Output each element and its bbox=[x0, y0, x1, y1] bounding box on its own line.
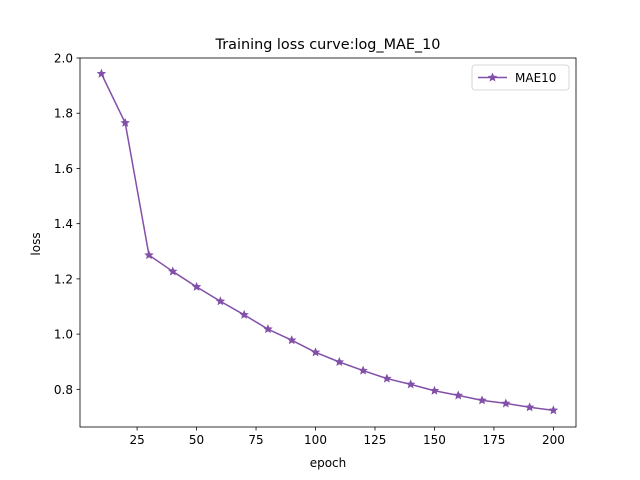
data-point bbox=[191, 281, 202, 291]
data-point bbox=[524, 402, 535, 412]
data-point bbox=[120, 117, 130, 127]
y-tick-label: 1.8 bbox=[54, 107, 73, 121]
data-point bbox=[310, 347, 321, 357]
chart-title: Training loss curve:log_MAE_10 bbox=[215, 37, 441, 53]
y-tick-label: 0.8 bbox=[54, 383, 73, 397]
data-point bbox=[501, 398, 511, 408]
x-tick-label: 200 bbox=[542, 433, 565, 447]
data-point bbox=[358, 365, 368, 375]
data-point bbox=[239, 309, 249, 319]
data-point bbox=[96, 68, 107, 78]
plot-area: 25 50 75 100 125 150 175 200 0.8 1.0 1.2 1.4 1.6 1.8 2… bbox=[54, 52, 577, 447]
data-point bbox=[215, 296, 226, 306]
data-point bbox=[429, 385, 440, 395]
data-point bbox=[453, 390, 463, 400]
data-point bbox=[286, 335, 297, 345]
data-point bbox=[382, 373, 392, 383]
x-axis-label: epoch bbox=[310, 456, 347, 470]
data-point bbox=[144, 250, 154, 260]
x-tick-label: 125 bbox=[364, 433, 387, 447]
data-point bbox=[168, 266, 178, 276]
y-tick-label: 2.0 bbox=[54, 52, 73, 66]
data-point bbox=[334, 357, 345, 367]
y-tick-label: 1.6 bbox=[54, 162, 73, 176]
data-point bbox=[477, 395, 487, 405]
data-point bbox=[548, 405, 559, 415]
data-point bbox=[263, 324, 273, 334]
data-point bbox=[405, 379, 416, 389]
x-tick-label: 25 bbox=[129, 433, 144, 447]
legend-box bbox=[471, 64, 570, 91]
x-tick-label: 75 bbox=[248, 433, 263, 447]
x-tick-label: 50 bbox=[189, 433, 204, 447]
y-tick-label: 1.2 bbox=[54, 272, 73, 286]
legend-label: MAE10 bbox=[515, 71, 556, 85]
x-tick-label: 100 bbox=[304, 433, 327, 447]
y-axis-label: loss bbox=[29, 232, 43, 255]
y-tick-label: 1.0 bbox=[54, 328, 73, 342]
x-tick-label: 150 bbox=[423, 433, 446, 447]
series-line-0 bbox=[100, 73, 554, 412]
legend-marker bbox=[487, 72, 498, 82]
y-tick-label: 1.4 bbox=[54, 217, 73, 231]
plot-frame bbox=[79, 57, 577, 428]
x-tick-label: 175 bbox=[482, 433, 505, 447]
